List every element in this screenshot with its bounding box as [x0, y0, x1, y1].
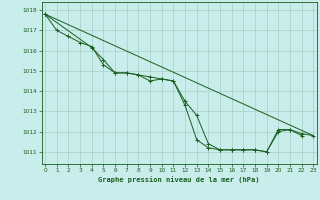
X-axis label: Graphe pression niveau de la mer (hPa): Graphe pression niveau de la mer (hPa)	[99, 176, 260, 183]
